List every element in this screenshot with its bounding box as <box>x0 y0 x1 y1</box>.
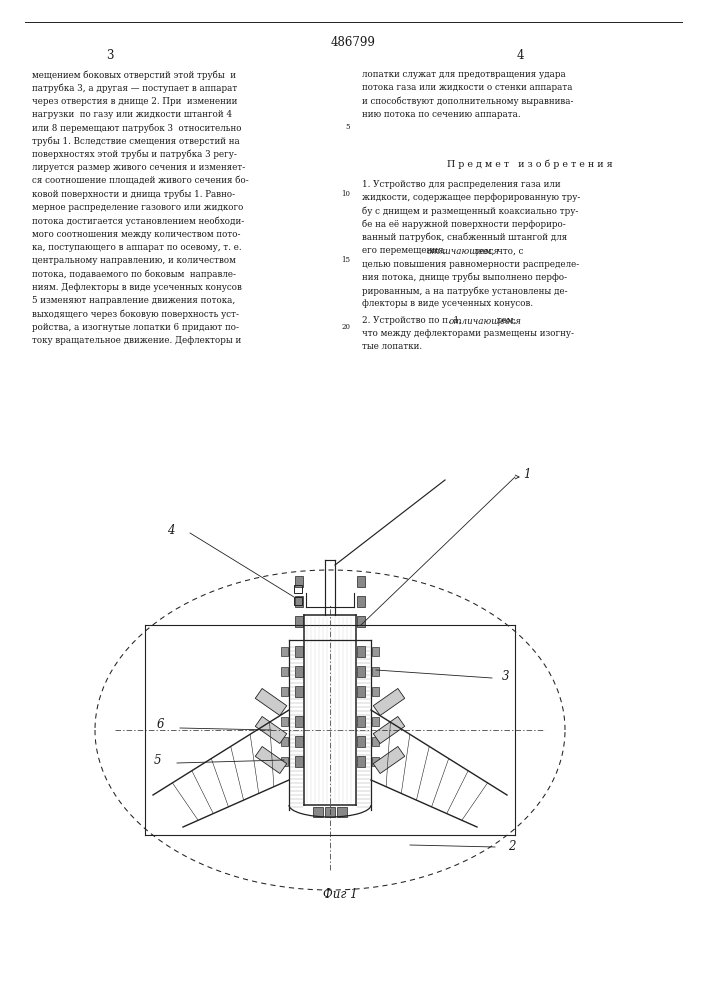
Text: ка, поступающего в аппарат по осевому, т. е.: ка, поступающего в аппарат по осевому, т… <box>32 243 242 252</box>
Bar <box>295 716 303 727</box>
Text: 1. Устройство для распределения газа или: 1. Устройство для распределения газа или <box>362 180 561 189</box>
Bar <box>357 686 365 697</box>
Bar <box>357 576 365 587</box>
Text: ванный патрубок, снабженный штангой для: ванный патрубок, снабженный штангой для <box>362 233 567 242</box>
Text: 5 изменяют направление движения потока,: 5 изменяют направление движения потока, <box>32 296 235 305</box>
Polygon shape <box>255 746 287 774</box>
Bar <box>295 646 303 657</box>
Text: флекторы в виде усеченных конусов.: флекторы в виде усеченных конусов. <box>362 300 533 308</box>
Bar <box>295 686 303 697</box>
Text: току вращательное движение. Дефлекторы и: току вращательное движение. Дефлекторы и <box>32 336 241 345</box>
Bar <box>357 646 365 657</box>
Text: мерное распределение газового или жидкого: мерное распределение газового или жидког… <box>32 203 243 212</box>
Text: тые лопатки.: тые лопатки. <box>362 342 422 351</box>
Text: мого соотношения между количеством пото-: мого соотношения между количеством пото- <box>32 230 240 239</box>
Bar <box>281 737 288 746</box>
Text: 1: 1 <box>523 468 530 482</box>
Text: отличающееся: отличающееся <box>426 246 499 255</box>
Bar <box>295 596 303 607</box>
Bar <box>281 717 288 726</box>
Text: 4: 4 <box>167 524 175 536</box>
Text: отличающееся: отличающееся <box>449 316 522 325</box>
Text: 6: 6 <box>157 718 165 732</box>
Bar <box>294 597 302 605</box>
Polygon shape <box>255 716 287 744</box>
Text: патрубка 3, а другая — поступает в аппарат: патрубка 3, а другая — поступает в аппар… <box>32 83 238 93</box>
Text: жидкости, содержащее перфорированную тру-: жидкости, содержащее перфорированную тру… <box>362 193 580 202</box>
Bar <box>357 756 365 767</box>
Text: 486799: 486799 <box>331 36 375 49</box>
Text: 2: 2 <box>508 840 515 854</box>
Text: через отверстия в днище 2. При  изменении: через отверстия в днище 2. При изменении <box>32 97 238 106</box>
Text: рированным, а на патрубке установлены де-: рированным, а на патрубке установлены де… <box>362 286 568 296</box>
Text: трубы 1. Вследствие смещения отверстий на: трубы 1. Вследствие смещения отверстий н… <box>32 136 240 146</box>
Bar <box>372 667 379 676</box>
Bar <box>357 716 365 727</box>
Text: 15: 15 <box>341 256 350 264</box>
Text: нию потока по сечению аппарата.: нию потока по сечению аппарата. <box>362 110 520 119</box>
Text: тем,: тем, <box>494 316 517 325</box>
Text: мещением боковых отверстий этой трубы  и: мещением боковых отверстий этой трубы и <box>32 70 236 80</box>
Text: 3: 3 <box>502 670 510 682</box>
Text: 3: 3 <box>106 49 114 62</box>
Text: или 8 перемещают патрубок 3  относительно: или 8 перемещают патрубок 3 относительно <box>32 123 242 133</box>
Polygon shape <box>255 688 287 716</box>
Text: целью повышения равномерности распределе-: целью повышения равномерности распределе… <box>362 260 579 269</box>
Text: бе на её наружной поверхности перфориро-: бе на её наружной поверхности перфориро- <box>362 220 566 229</box>
Text: ния потока, днище трубы выполнено перфо-: ния потока, днище трубы выполнено перфо- <box>362 273 567 282</box>
Text: что между дефлекторами размещены изогну-: что между дефлекторами размещены изогну- <box>362 329 574 338</box>
Text: лируется размер живого сечения и изменяет-: лируется размер живого сечения и изменяе… <box>32 163 245 172</box>
Bar <box>295 756 303 767</box>
Bar <box>372 687 379 696</box>
Text: ройства, а изогнутые лопатки 6 придают по-: ройства, а изогнутые лопатки 6 придают п… <box>32 323 239 332</box>
Bar <box>294 585 302 593</box>
Text: Фиг 1: Фиг 1 <box>322 888 357 901</box>
Text: тем, что, с: тем, что, с <box>472 246 523 255</box>
Bar <box>313 807 323 817</box>
Text: выходящего через боковую поверхность уст-: выходящего через боковую поверхность уст… <box>32 309 239 319</box>
Text: ниям. Дефлекторы в виде усеченных конусов: ниям. Дефлекторы в виде усеченных конусо… <box>32 283 242 292</box>
Text: 5: 5 <box>346 123 350 131</box>
Polygon shape <box>373 688 404 716</box>
Bar <box>281 647 288 656</box>
Text: бу с днищем и размещенный коаксиально тру-: бу с днищем и размещенный коаксиально тр… <box>362 206 578 216</box>
Bar <box>372 647 379 656</box>
Text: поверхностях этой трубы и патрубка 3 регу-: поверхностях этой трубы и патрубка 3 рег… <box>32 150 237 159</box>
Text: и способствуют дополнительному выравнива-: и способствуют дополнительному выравнива… <box>362 97 573 106</box>
Text: 4: 4 <box>516 49 524 62</box>
Bar <box>337 807 347 817</box>
Text: нагрузки  по газу или жидкости штангой 4: нагрузки по газу или жидкости штангой 4 <box>32 110 232 119</box>
Text: 2. Устройство по п. 1,: 2. Устройство по п. 1, <box>362 316 464 325</box>
Polygon shape <box>373 716 404 744</box>
Bar <box>295 666 303 677</box>
Text: лопатки служат для предотвращения удара: лопатки служат для предотвращения удара <box>362 70 566 79</box>
Polygon shape <box>373 746 404 774</box>
Bar <box>372 737 379 746</box>
Bar <box>372 757 379 766</box>
Bar <box>295 736 303 747</box>
Bar <box>357 616 365 627</box>
Bar <box>357 666 365 677</box>
Text: П р е д м е т   и з о б р е т е н и я: П р е д м е т и з о б р е т е н и я <box>447 160 613 169</box>
Bar <box>325 807 335 817</box>
Text: ковой поверхности и днища трубы 1. Равно-: ковой поверхности и днища трубы 1. Равно… <box>32 190 235 199</box>
Bar <box>357 596 365 607</box>
Bar <box>281 687 288 696</box>
Text: потока достигается установлением необходи-: потока достигается установлением необход… <box>32 216 244 226</box>
Bar <box>357 736 365 747</box>
Text: потока газа или жидкости о стенки аппарата: потока газа или жидкости о стенки аппара… <box>362 83 573 92</box>
Text: 20: 20 <box>341 323 350 331</box>
Bar <box>281 667 288 676</box>
Bar <box>372 717 379 726</box>
Bar <box>281 757 288 766</box>
Text: потока, подаваемого по боковым  направле-: потока, подаваемого по боковым направле- <box>32 269 236 279</box>
Text: центральному направлению, и количеством: центральному направлению, и количеством <box>32 256 236 265</box>
Text: ся соотношение площадей живого сечения бо-: ся соотношение площадей живого сечения б… <box>32 176 249 185</box>
Text: его перемещения,: его перемещения, <box>362 246 449 255</box>
Bar <box>295 576 303 587</box>
Bar <box>295 616 303 627</box>
Text: 10: 10 <box>341 190 350 198</box>
Text: 5: 5 <box>154 754 161 766</box>
